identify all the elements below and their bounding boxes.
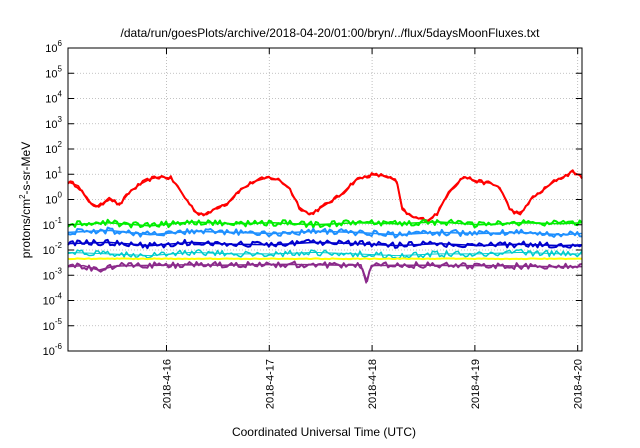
series-key-line-5 [67, 251, 582, 257]
series-line-1 [67, 169, 583, 223]
y-tick-label: 103 [45, 115, 62, 131]
series-key-line-1 [67, 170, 583, 222]
y-tick-label: 102 [45, 140, 62, 156]
series-group [67, 169, 583, 284]
y-axis-label: protons/cm2-s-sr-MeV [18, 142, 33, 258]
x-tick-label: 2018-4-20 [573, 359, 585, 409]
y-tick-label: 10-5 [43, 317, 63, 333]
x-axis: 2018-4-16 2018-4-17 2018-4-18 2018-4-19 2018… [161, 48, 585, 409]
x-tick-label: 2018-4-17 [264, 359, 276, 409]
chart-title: /data/run/goesPlots/archive/2018-04-20/0… [121, 26, 541, 40]
series-line-5 [67, 248, 583, 260]
series-line-7 [67, 260, 583, 283]
y-tick-label: 10-2 [43, 241, 63, 257]
series-key-line-4 [67, 241, 583, 247]
y-tick-label: 10-1 [43, 216, 63, 232]
y-tick-label: 10-3 [43, 266, 63, 282]
series-key-line-7 [67, 263, 582, 284]
series-key-line-3 [67, 229, 583, 236]
y-tick-label: 100 [45, 191, 62, 207]
y-tick-label: 10-6 [43, 342, 63, 358]
y-axis: 10-6 10-5 10-4 10-3 10-2 10-1 100 101 102 103 104 1… [43, 39, 582, 358]
x-axis-label: Coordinated Universal Time (UTC) [232, 425, 416, 439]
x-tick-label: 2018-4-18 [367, 359, 379, 409]
y-tick-label: 104 [45, 90, 62, 106]
y-tick-label: 106 [45, 39, 62, 55]
y-tick-label: 105 [45, 64, 62, 80]
y-tick-label: 101 [45, 165, 62, 181]
y-tick-label: 10-4 [43, 292, 63, 308]
series-key-line-2 [67, 221, 583, 227]
series-line-3 [67, 226, 583, 239]
x-tick-label: 2018-4-19 [470, 359, 482, 409]
x-tick-label: 2018-4-16 [161, 359, 173, 409]
